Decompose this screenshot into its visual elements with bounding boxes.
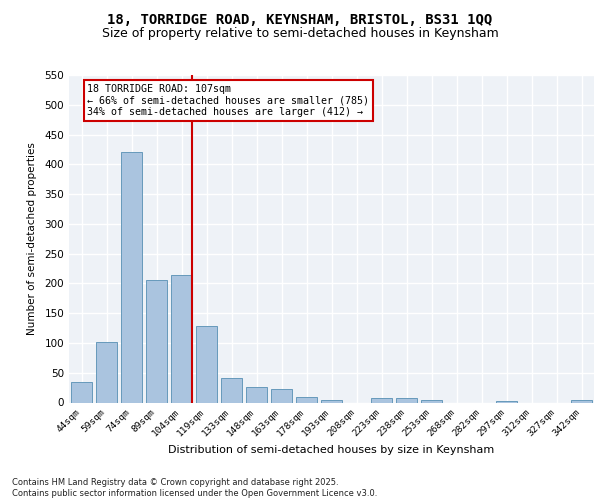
Bar bbox=[421, 400, 442, 402]
Bar bbox=[71, 382, 92, 402]
Y-axis label: Number of semi-detached properties: Number of semi-detached properties bbox=[28, 142, 37, 335]
Text: 18, TORRIDGE ROAD, KEYNSHAM, BRISTOL, BS31 1QQ: 18, TORRIDGE ROAD, KEYNSHAM, BRISTOL, BS… bbox=[107, 12, 493, 26]
Bar bbox=[371, 398, 392, 402]
Text: 18 TORRIDGE ROAD: 107sqm
← 66% of semi-detached houses are smaller (785)
34% of : 18 TORRIDGE ROAD: 107sqm ← 66% of semi-d… bbox=[87, 84, 369, 117]
Bar bbox=[396, 398, 417, 402]
Bar bbox=[246, 387, 267, 402]
Bar bbox=[121, 152, 142, 402]
Bar bbox=[296, 396, 317, 402]
Bar bbox=[171, 275, 192, 402]
Bar bbox=[271, 390, 292, 402]
Bar bbox=[321, 400, 342, 402]
Text: Size of property relative to semi-detached houses in Keynsham: Size of property relative to semi-detach… bbox=[101, 28, 499, 40]
Bar bbox=[221, 378, 242, 402]
Bar bbox=[196, 326, 217, 402]
Bar bbox=[96, 342, 117, 402]
X-axis label: Distribution of semi-detached houses by size in Keynsham: Distribution of semi-detached houses by … bbox=[169, 445, 494, 455]
Text: Contains HM Land Registry data © Crown copyright and database right 2025.
Contai: Contains HM Land Registry data © Crown c… bbox=[12, 478, 377, 498]
Bar bbox=[146, 280, 167, 402]
Bar bbox=[571, 400, 592, 402]
